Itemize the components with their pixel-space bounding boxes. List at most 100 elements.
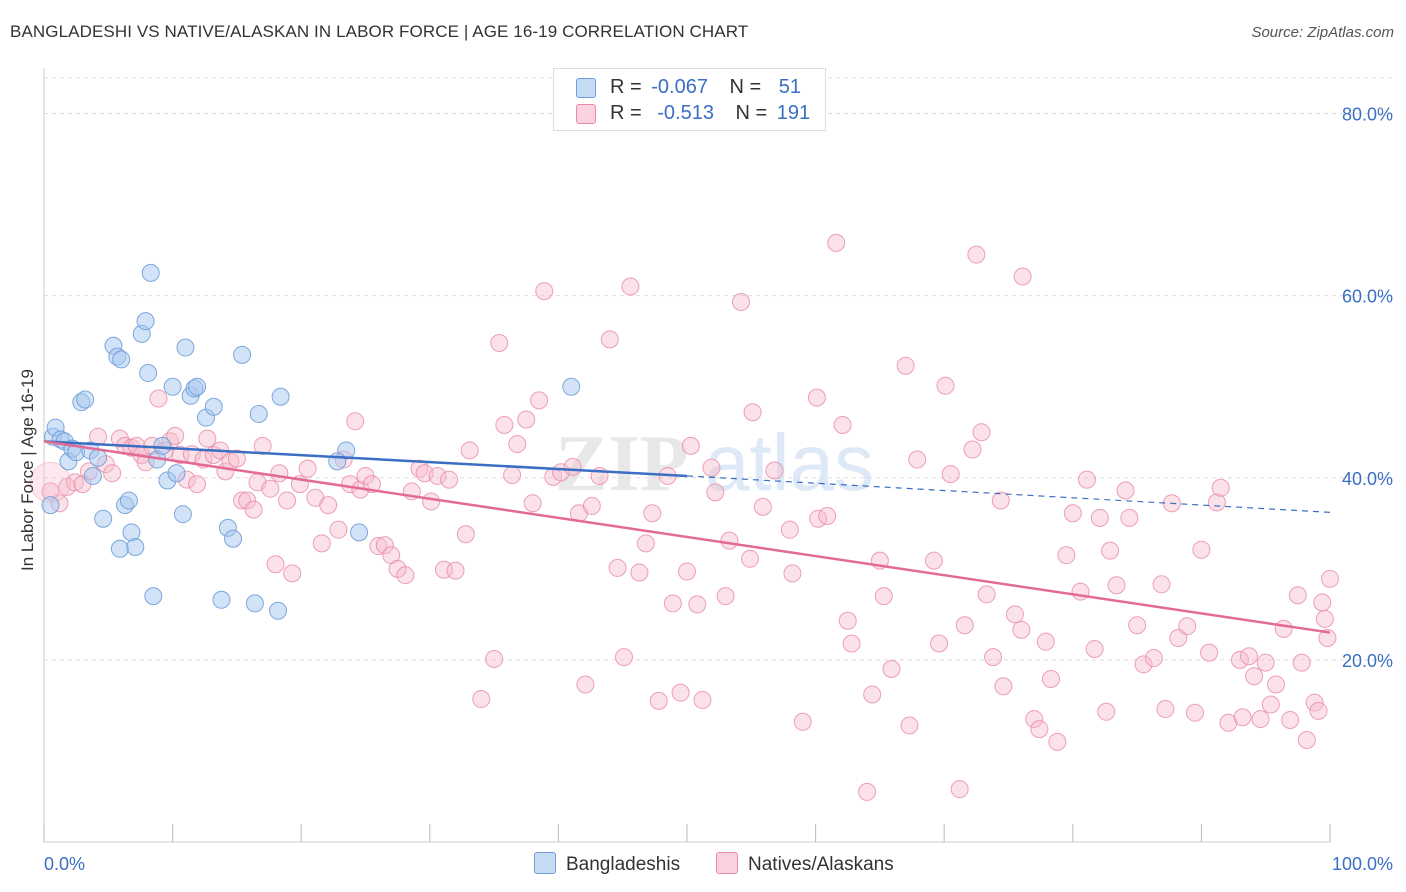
watermark-zip: ZIP <box>555 420 688 508</box>
pink-point <box>198 429 217 448</box>
pink-point <box>472 690 491 709</box>
pink-point <box>706 483 725 502</box>
pink-point <box>614 648 633 667</box>
pink-point <box>1085 639 1104 658</box>
pink-point <box>1128 616 1147 635</box>
pink-point <box>369 537 388 556</box>
blue-trend-line-extension <box>686 475 1331 513</box>
y-tick-label: 80.0% <box>1342 105 1393 125</box>
pink-point <box>630 563 649 582</box>
bottom-legend-pink-label: Natives/Alaskans <box>748 854 894 875</box>
pink-point <box>1192 540 1211 559</box>
blue-point <box>176 338 195 357</box>
legend-swatch-pink <box>576 104 596 124</box>
pink-point <box>874 587 893 606</box>
bottom-legend-pink: Natives/Alaskans <box>716 852 894 876</box>
pink-point <box>720 531 739 550</box>
blue-point <box>139 364 158 383</box>
trend-lines <box>43 440 1331 634</box>
pink-point <box>818 507 837 526</box>
pink-point <box>643 504 662 523</box>
pink-point <box>1292 653 1311 672</box>
pink-point <box>329 520 348 539</box>
pink-point <box>608 558 627 577</box>
pink-point <box>950 780 969 799</box>
legend-pink-n-label: N = <box>735 102 768 124</box>
pink-point <box>1025 710 1044 729</box>
pink-point <box>1321 569 1339 588</box>
pink-point <box>863 685 882 704</box>
pink-point <box>582 496 601 515</box>
pink-point <box>1144 649 1163 668</box>
legend-blue-n-value: 51 <box>778 76 802 98</box>
pink-point <box>900 716 919 735</box>
y-tick-label: 60.0% <box>1342 287 1393 307</box>
pink-point <box>1318 629 1337 648</box>
pink-point <box>1245 667 1264 686</box>
pink-series-points <box>29 233 1339 801</box>
pink-point <box>741 549 760 568</box>
pink-point <box>1030 720 1049 739</box>
blue-point <box>89 448 108 467</box>
pink-point <box>298 459 317 478</box>
pink-point <box>702 458 721 477</box>
pink-point <box>977 585 996 604</box>
pink-point <box>1251 710 1270 729</box>
pink-point <box>1200 643 1219 662</box>
legend-blue-r-value: -0.067 <box>651 76 708 98</box>
pink-point <box>388 559 407 578</box>
pink-point <box>780 520 799 539</box>
pink-point <box>732 293 751 312</box>
pink-point <box>636 534 655 553</box>
pink-point <box>1297 731 1316 750</box>
pink-point <box>456 525 475 544</box>
pink-point <box>649 691 668 710</box>
pink-point <box>827 233 846 252</box>
bottom-legend-pink-swatch <box>716 852 738 874</box>
pink-point <box>930 634 949 653</box>
pink-point <box>517 410 536 429</box>
pink-point <box>972 423 991 442</box>
pink-trend-line <box>43 440 1331 634</box>
pink-point <box>508 435 527 454</box>
pink-point <box>495 415 514 434</box>
pink-point <box>1090 508 1109 527</box>
pink-point <box>253 436 272 455</box>
pink-point <box>244 500 263 519</box>
blue-point <box>328 452 347 471</box>
pink-point <box>422 492 441 511</box>
pink-point <box>1005 605 1024 624</box>
pink-point <box>1219 713 1238 732</box>
pink-point <box>1077 470 1096 489</box>
pink-point <box>783 564 802 583</box>
pink-point <box>1256 653 1275 672</box>
pink-point <box>1107 576 1126 595</box>
pink-point <box>924 551 943 570</box>
pink-point <box>1013 267 1032 286</box>
grid-layer <box>44 77 1392 661</box>
blue-point <box>271 387 290 406</box>
blue-point <box>249 405 268 424</box>
legend-blue-r-label: R = <box>610 76 642 98</box>
pink-point <box>1120 508 1139 527</box>
pink-point <box>283 564 302 583</box>
stats-legend: R = -0.067 N = 51 R = -0.513 N = 191 <box>553 68 826 131</box>
pink-point <box>1063 504 1082 523</box>
pink-point <box>716 587 735 606</box>
pink-point <box>563 457 582 476</box>
blue-point <box>144 587 163 606</box>
pink-point <box>1281 710 1300 729</box>
pink-point <box>793 712 812 731</box>
pink-point <box>858 782 877 801</box>
pink-point <box>1036 632 1055 651</box>
blue-point <box>83 466 102 485</box>
axis-layer <box>43 68 1331 843</box>
pink-point <box>490 333 509 352</box>
pink-point <box>681 436 700 455</box>
pink-point <box>523 494 542 513</box>
pink-point <box>688 595 707 614</box>
pink-point <box>1266 675 1285 694</box>
blue-point <box>562 377 581 396</box>
legend-pink-n-value: 191 <box>776 102 811 124</box>
pink-point <box>1233 708 1252 727</box>
